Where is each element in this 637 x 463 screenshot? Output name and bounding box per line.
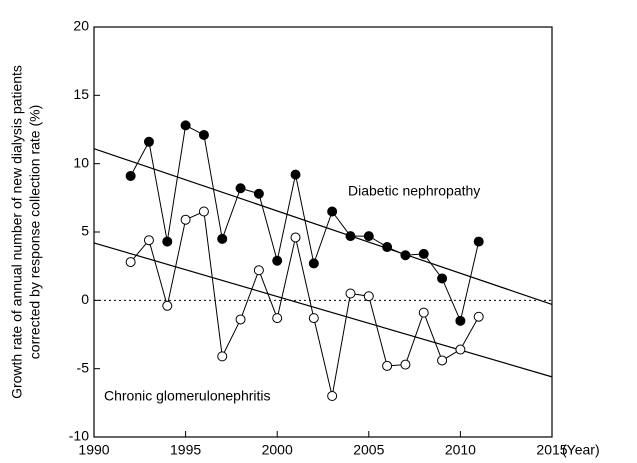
x-tick-label: 2010 — [445, 442, 476, 458]
data-point — [290, 169, 301, 180]
data-point — [198, 129, 209, 140]
data-point — [235, 183, 246, 194]
data-point — [290, 232, 301, 243]
data-point — [473, 236, 484, 247]
data-point — [143, 136, 154, 147]
data-point — [180, 120, 191, 131]
data-point — [125, 257, 136, 268]
y-tick-label: 10 — [73, 154, 89, 170]
data-point — [217, 233, 228, 244]
data-point — [345, 288, 356, 299]
series-line — [130, 210, 480, 397]
y-tick-label: 5 — [81, 223, 89, 239]
series-label: Chronic glomerulonephritis — [104, 388, 271, 404]
data-point — [235, 314, 246, 325]
data-point — [327, 206, 338, 217]
trend-line — [93, 242, 553, 378]
data-point — [198, 206, 209, 217]
data-point — [327, 391, 338, 401]
x-tick-label: 2000 — [262, 442, 293, 458]
x-axis-label: (Year) — [562, 442, 600, 458]
y-tick-label: 20 — [73, 18, 89, 34]
data-point — [400, 359, 411, 370]
data-point — [345, 231, 356, 242]
y-axis-label: corrected by response collection rate (%… — [27, 105, 43, 359]
data-point — [272, 313, 283, 324]
x-tick-label: 1995 — [170, 442, 201, 458]
data-point — [382, 360, 393, 371]
data-point — [143, 235, 154, 246]
data-point — [162, 236, 173, 247]
data-point — [400, 250, 411, 261]
y-axis-label: Growth rate of annual number of new dial… — [9, 65, 25, 399]
data-point — [363, 231, 374, 242]
data-point — [253, 265, 264, 276]
x-tick-label: 1990 — [78, 442, 109, 458]
data-point — [180, 214, 191, 225]
data-point — [272, 255, 283, 266]
data-point — [418, 307, 429, 318]
data-point — [437, 273, 448, 284]
series-label: Diabetic nephropathy — [348, 183, 480, 199]
data-point — [455, 344, 466, 355]
data-point — [437, 355, 448, 366]
data-point — [363, 291, 374, 302]
y-tick-label: 0 — [81, 291, 89, 307]
data-point — [473, 311, 484, 322]
trend-line — [93, 148, 553, 306]
y-tick-label: -10 — [69, 428, 89, 444]
x-tick-label: 2005 — [353, 442, 384, 458]
data-point — [382, 242, 393, 253]
data-point — [253, 188, 264, 199]
data-point — [125, 170, 136, 181]
plot-frame — [93, 26, 553, 438]
data-point — [418, 248, 429, 259]
x-tick-label: 2015 — [536, 442, 567, 458]
data-point — [455, 315, 466, 326]
y-tick-label: -5 — [77, 359, 90, 375]
data-point — [308, 313, 319, 324]
data-point — [217, 351, 228, 362]
data-point — [162, 300, 173, 311]
data-point — [308, 258, 319, 269]
y-tick-label: 15 — [73, 86, 89, 102]
